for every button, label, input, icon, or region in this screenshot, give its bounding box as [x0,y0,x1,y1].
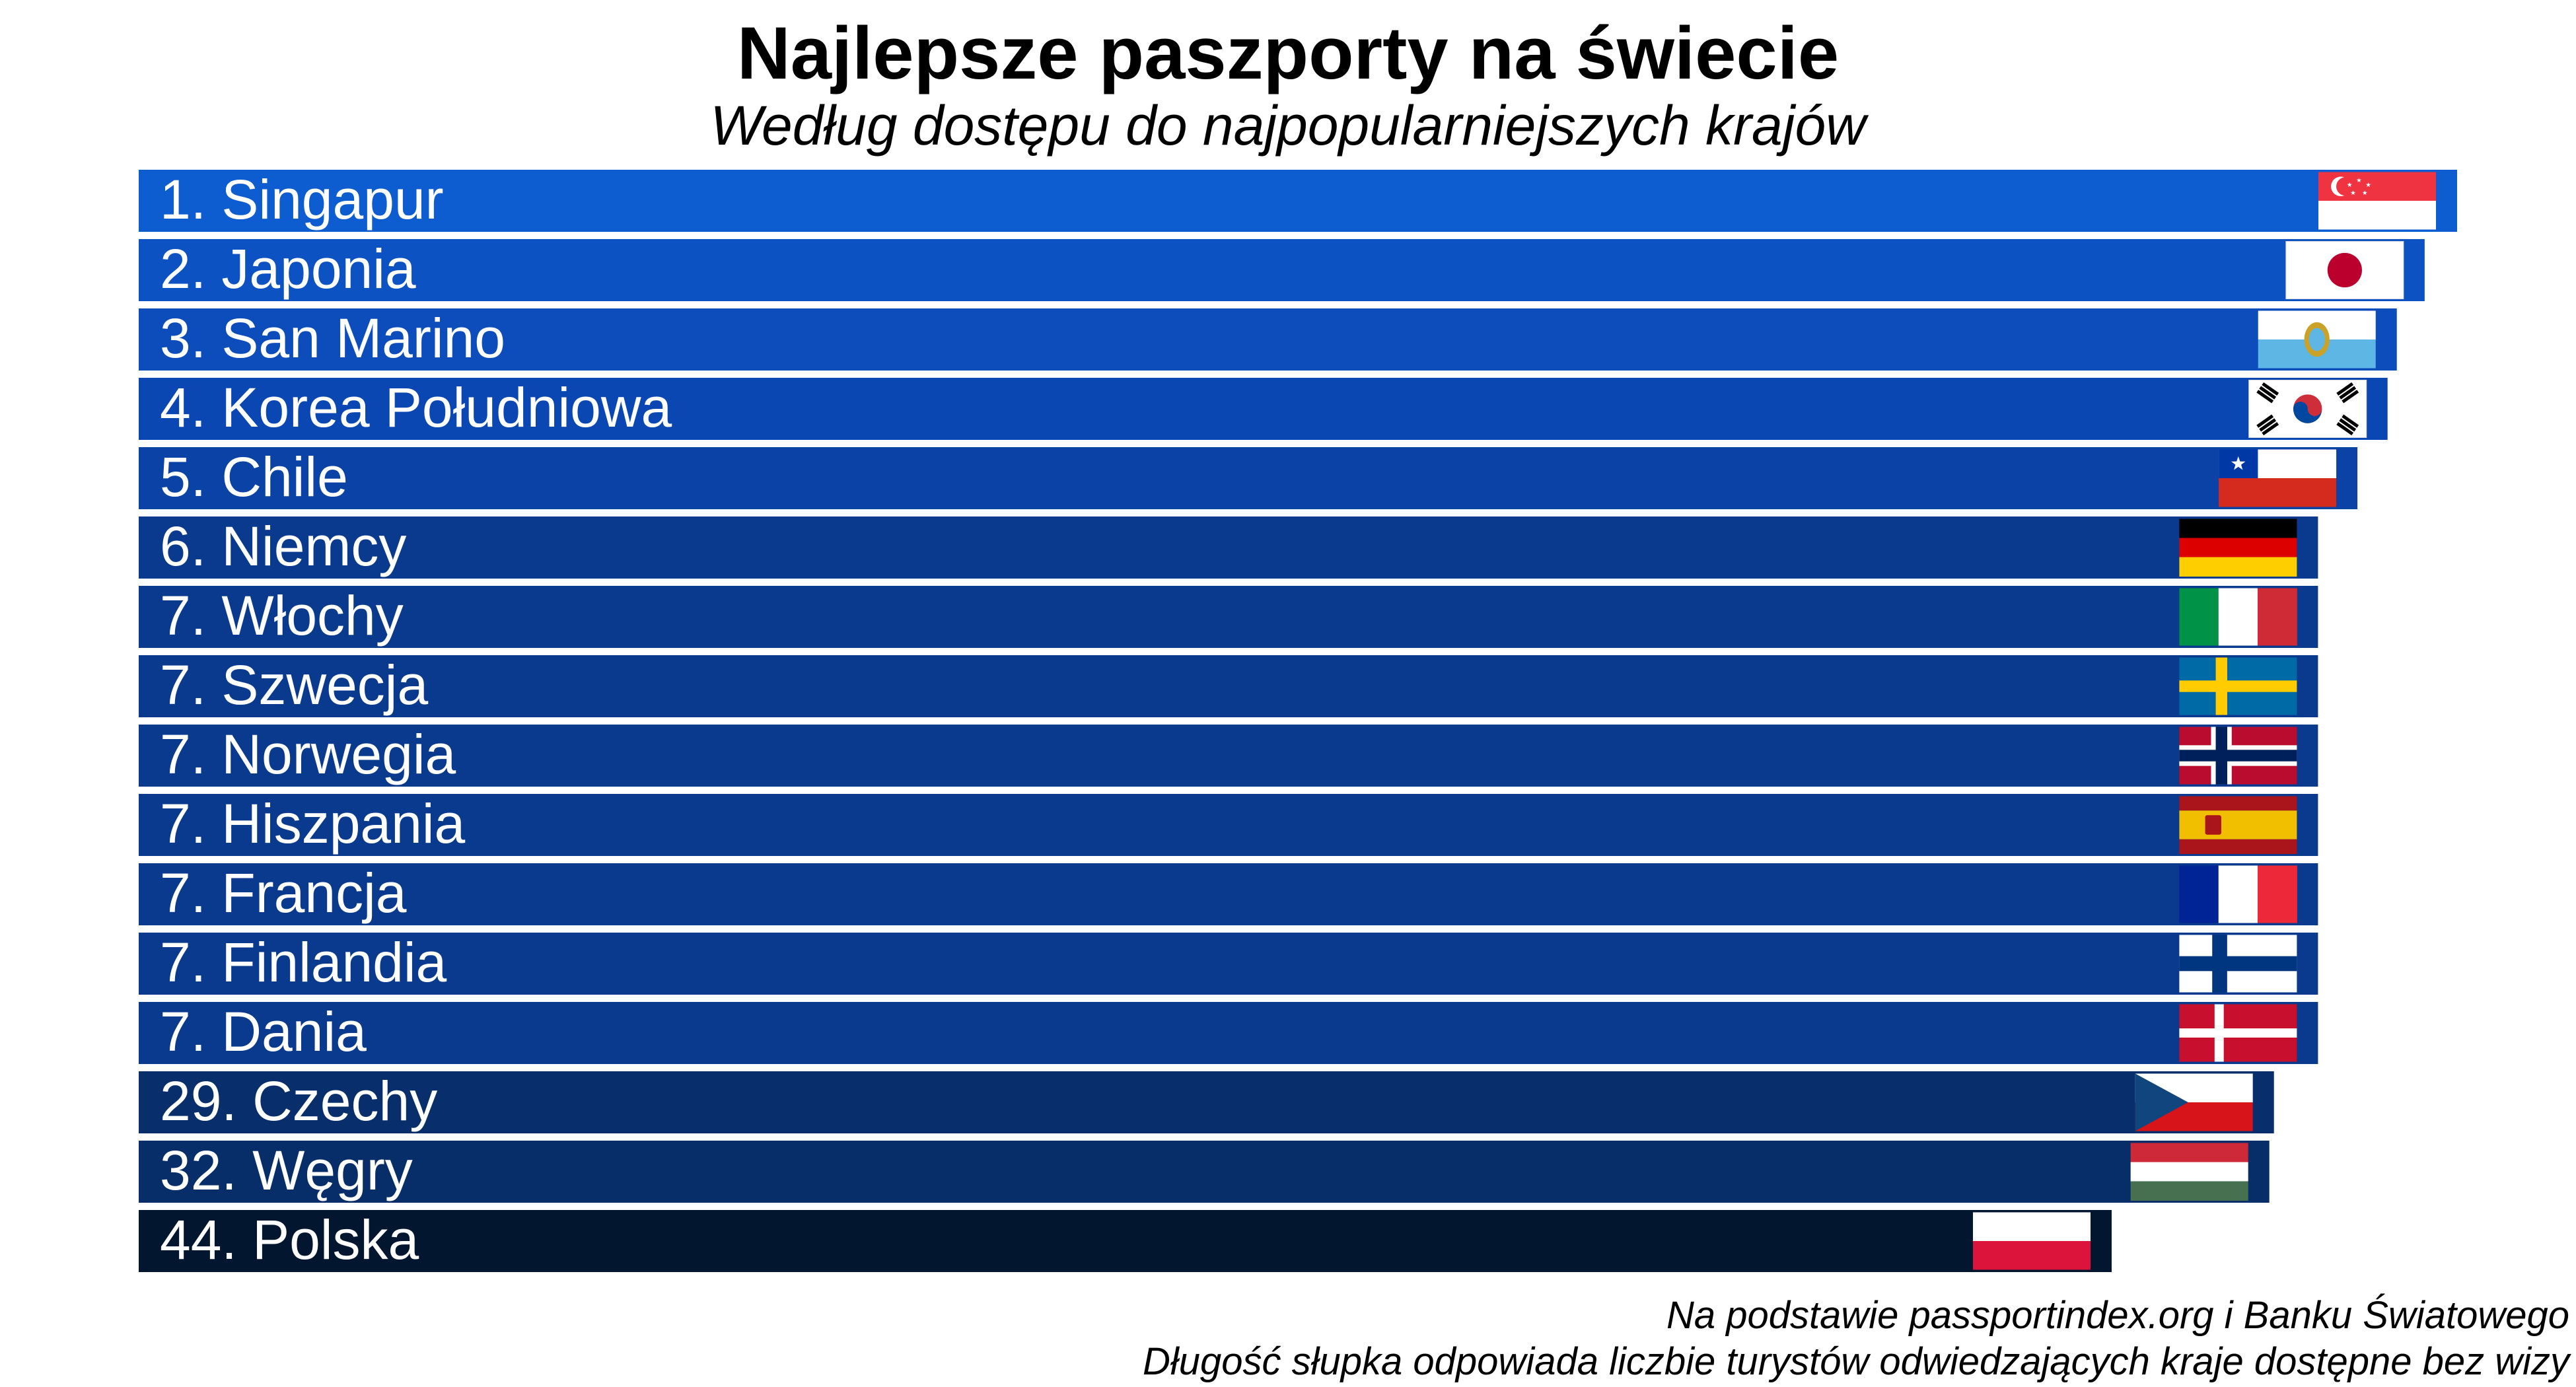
bar-length-footnote: Długość słupka odpowiada liczbie turystó… [1142,1340,2569,1383]
chart-title: Najlepsze paszporty na świecie [736,12,1840,94]
bar-group: 7. Finlandia [139,931,2318,995]
source-footnote: Na podstawie passportindex.org i Banku Ś… [1666,1294,2569,1337]
hungary-flag-icon [2130,1143,2248,1201]
bar [139,794,2318,856]
czechia-flag-icon [2135,1073,2253,1131]
bar-label: 2. Japonia [160,238,416,300]
bar-group: 7. Hiszpania [139,793,2318,856]
bar [139,725,2318,787]
denmark-flag-icon [2179,1004,2297,1062]
bar-label: 7. Finlandia [160,931,447,993]
finland-flag-icon [2179,935,2297,993]
bar-group: 29. Czechy [139,1070,2274,1133]
bar-group: 7. Włochy [139,585,2318,648]
bar-group: 1. Singapur [139,168,2457,232]
bar-group: 7. Francja [139,862,2318,925]
bar [139,239,2425,301]
poland-flag-icon [1973,1212,2091,1270]
bar [139,308,2397,371]
bar-group: 7. Szwecja [139,654,2318,717]
bar-label: 7. Hiszpania [160,793,466,855]
bar-group: 5. Chile [139,446,2358,509]
south-korea-flag-icon [2248,380,2367,438]
bar [139,1210,2112,1272]
bar-label: 7. Dania [160,1001,367,1063]
germany-flag-icon [2179,518,2297,577]
bar-group: 32. Węgry [139,1139,2270,1203]
bar-group: 3. San Marino [139,307,2397,371]
bar-group: 4. Korea Południowa [139,376,2388,440]
spain-flag-icon [2179,796,2297,854]
bar [139,1141,2270,1203]
japan-flag-icon [2285,241,2404,299]
bar [139,655,2318,717]
bar-label: 7. Francja [160,862,407,924]
bar-group: 44. Polska [139,1209,2112,1272]
bar [139,1002,2318,1064]
bar-label: 4. Korea Południowa [160,376,672,439]
san-marino-flag-icon [2258,310,2376,369]
bar [139,447,2358,509]
bar-label: 5. Chile [160,446,348,508]
bar [139,516,2318,579]
bar-label: 7. Szwecja [160,654,428,716]
bar [139,586,2318,648]
france-flag-icon [2179,865,2297,923]
chile-flag-icon [2219,449,2337,507]
bar [139,933,2318,995]
bar [139,863,2318,925]
bar [139,1071,2274,1133]
bar-label: 32. Węgry [160,1139,413,1201]
bar-label: 7. Norwegia [160,723,456,785]
chart-subtitle: Według dostępu do najpopularniejszych kr… [710,94,1866,157]
bar [139,170,2457,232]
bar-label: 7. Włochy [160,585,404,647]
bar-label: 1. Singapur [160,168,444,231]
bar-group: 7. Norwegia [139,723,2318,787]
bar-label: 29. Czechy [160,1070,437,1132]
bar-label: 6. Niemcy [160,515,406,577]
bar-group: 7. Dania [139,1001,2318,1064]
bar-group: 6. Niemcy [139,515,2318,579]
sweden-flag-icon [2179,657,2297,715]
singapore-flag-icon [2318,172,2436,230]
italy-flag-icon [2179,588,2297,646]
norway-flag-icon [2179,727,2297,785]
bar [139,378,2388,440]
bar-group: 2. Japonia [139,238,2425,301]
bar-label: 44. Polska [160,1209,419,1271]
bar-label: 3. San Marino [160,307,505,369]
